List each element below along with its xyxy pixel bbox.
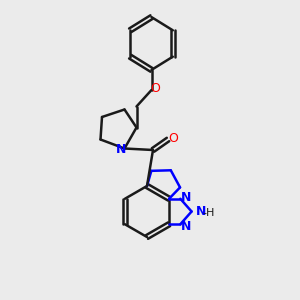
Text: N: N: [181, 191, 191, 204]
Text: N: N: [181, 220, 191, 233]
Text: -H: -H: [202, 208, 215, 218]
Text: N: N: [196, 205, 207, 218]
Text: N: N: [116, 143, 126, 156]
Text: O: O: [168, 132, 178, 145]
Text: O: O: [150, 82, 160, 95]
